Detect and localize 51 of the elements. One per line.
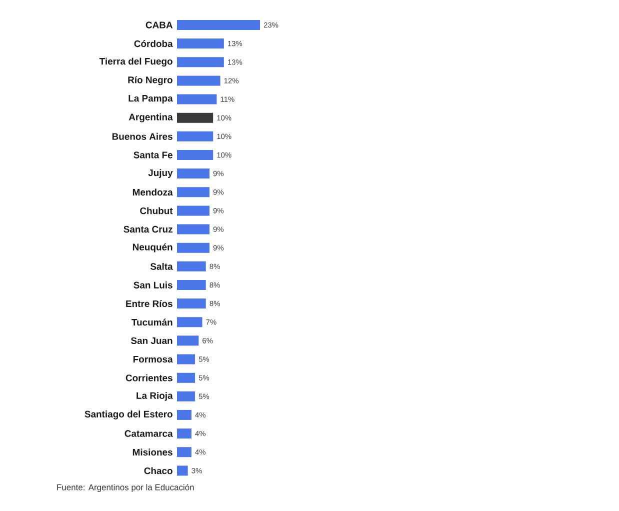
y-tick-label: San Luis [134,281,172,288]
y-tick-label: La Rioja [136,392,173,401]
y-tick-label: Chaco [144,467,172,474]
bar [177,168,210,179]
y-tick-label: Chubut [140,207,173,214]
y-tick-label: Catamarca [124,430,173,437]
y-tick-label: La Pampa [128,95,173,104]
bar [177,20,260,30]
y-tick-label: Santa Fe [134,152,172,158]
bar [177,354,196,364]
bar [177,336,199,346]
bar [177,131,214,142]
bar [177,94,217,104]
bar [177,428,192,439]
bar [177,410,192,420]
y-tick-label: Buenos Aires [112,132,172,140]
bar [177,206,210,216]
bar [177,261,206,272]
y-tick-label: Salta [150,262,173,270]
bar [177,280,206,290]
bar [177,317,202,328]
bar [177,298,206,309]
bar [177,150,214,160]
y-tick-label: Argentina [128,113,173,122]
y-tick-label: Formosa [133,356,173,363]
y-tick-label: Córdoba [134,40,173,48]
y-tick-label: Neuquén [132,243,172,252]
source-note: Fuente: Argentinos por la Educación [57,484,194,492]
y-tick-label: Tierra del Fuego [99,58,172,67]
y-tick-label: Santa Cruz [124,226,172,233]
bar [177,372,196,383]
y-tick-label: Entre Ríos [126,300,172,308]
y-tick-label: Corrientes [126,374,172,382]
y-tick-label: Mendoza [132,188,173,196]
bar [177,57,224,68]
y-tick-label: CABA [146,22,173,28]
bar [177,391,196,402]
bar [177,187,210,198]
y-tick-label: Tucumán [132,318,172,326]
y-tick-label: Santiago del Estero [84,410,172,420]
bar [177,242,210,253]
bar [177,447,192,458]
bar [177,76,220,86]
y-tick-label: Misiones [132,448,172,456]
bar [177,224,210,234]
y-tick-label: San Juan [130,337,172,344]
y-tick-label: Río Negro [128,76,172,86]
bar [177,38,224,49]
bar [177,466,188,476]
y-tick-label: Jujuy [148,169,173,178]
bar [177,112,214,123]
